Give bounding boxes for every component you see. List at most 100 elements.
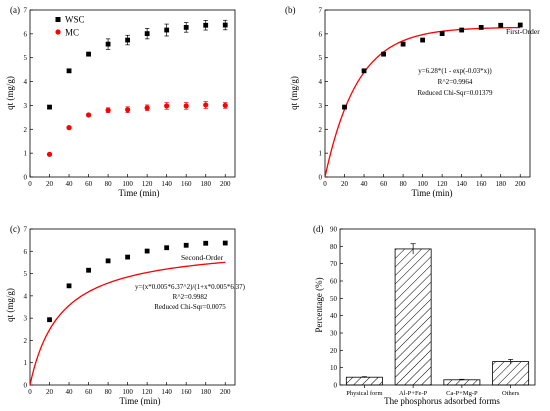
plot-frame [339,228,536,386]
data-point-mc [164,103,170,109]
x-tick-label: 20 [46,180,54,188]
fit-equation: y=(x*0.005*6.37^2)/(1+x*0.005*6.37) [135,283,246,291]
y-tick-label: 2 [319,126,323,134]
x-axis-label: Time (min) [412,188,453,198]
data-point-series0 [342,104,347,110]
x-tick-label: 120 [142,388,153,396]
y-tick-label: 0 [334,382,338,390]
y-tick-label: 1 [319,150,323,158]
y-tick-label: 60 [330,278,338,286]
x-tick-label: Al-P+Fe-P [399,390,428,397]
y-axis-label: qt (mg/g) [5,288,15,322]
plot-frame [29,9,236,178]
x-tick-label: 160 [181,388,192,396]
data-point-wsc [203,22,209,28]
x-tick-label: 120 [142,180,153,188]
chart-panel-d: (d) Percentage (%) The phosphorus adsorb… [313,224,536,406]
x-tick-label: 160 [476,180,487,188]
x-tick-label: Ca-P+Mg-P [446,390,478,397]
data-point-wsc [144,31,150,37]
x-tick-label: 0 [28,180,32,188]
data-point-wsc [164,27,170,33]
data-point-wsc [66,68,72,74]
data-point-series0 [498,22,504,28]
legend-label-mc: MC [65,28,79,38]
x-tick-label: 200 [220,388,231,396]
x-axis-label: The phosphorus adsorbed forms [384,396,500,406]
legend-marker-wsc [55,17,61,22]
y-tick-label: 7 [24,7,28,15]
y-tick-label: 40 [330,312,338,320]
data-point-mc [222,102,228,109]
data-point-series0 [164,245,170,251]
x-tick-label: 200 [515,180,526,188]
plot-frame [324,9,531,178]
data-point-series0 [361,68,367,74]
data-point-series0 [478,25,484,30]
x-axis-label: Time (min) [119,188,160,198]
legend-label-wsc: WSC [65,15,85,25]
y-tick-label: 0 [319,174,323,182]
y-tick-label: 4 [24,78,28,86]
x-tick-label: 60 [380,180,388,188]
data-point-series0 [183,242,189,248]
x-tick-label: 0 [323,180,327,188]
x-tick-label: 60 [85,388,93,396]
data-point-series0 [66,283,72,289]
bar-2 [394,248,432,386]
y-tick-label: 3 [24,102,28,110]
x-tick-label: 200 [220,180,231,188]
x-tick-label: 160 [181,180,192,188]
fit-chi-sqr: Reduced Chi-Sqr=0.01379 [417,89,493,97]
x-tick-label: 80 [105,388,113,396]
y-tick-label: 80 [330,243,338,251]
x-tick-label: 40 [66,388,74,396]
data-point-series0 [86,267,91,273]
y-tick-label: 10 [330,364,338,372]
y-tick-label: 4 [24,292,28,300]
x-tick-label: 140 [456,180,467,188]
data-point-series0 [517,22,523,28]
x-tick-label: 0 [28,388,32,396]
y-tick-label: 2 [24,337,28,345]
fit-curve [324,26,521,178]
fit-curve [29,261,226,386]
panel-label: (a) [10,5,20,15]
y-tick-label: 0 [24,174,28,182]
y-axis-label: Percentage (%) [314,277,324,332]
data-point-mc [183,103,189,109]
legend-marker-mc [55,29,61,35]
x-tick-label: 120 [437,180,448,188]
x-tick-label: 80 [105,180,113,188]
x-tick-label: 140 [161,388,172,396]
y-tick-label: 70 [330,260,338,268]
y-tick-label: 6 [24,248,28,256]
y-tick-label: 5 [24,270,28,278]
data-point-mc [66,125,72,131]
data-point-series0 [47,317,52,323]
panel-label: (c) [10,224,20,234]
y-tick-label: 3 [319,102,323,110]
bar-3 [443,379,481,386]
data-point-mc [203,102,209,108]
fit-equation: y=6.28*(1 - exp(-0.03*x)) [418,67,492,75]
y-tick-label: 1 [24,359,28,367]
panel-label: (b) [285,5,296,15]
y-tick-label: 7 [319,7,323,15]
data-point-series0 [105,258,111,264]
data-point-series0 [420,37,426,43]
data-point-series0 [125,254,131,260]
data-point-wsc [86,51,91,57]
y-tick-label: 7 [24,226,28,234]
y-tick-label: 20 [330,347,338,355]
x-tick-label: 100 [417,180,428,188]
y-tick-label: 30 [330,330,338,338]
data-point-series0 [459,27,465,33]
y-axis-label: qt (mg/g) [289,76,299,110]
fit-label: Second-Order [181,253,224,262]
y-tick-label: 90 [330,226,338,234]
chart-panel-c: (c) qt (mg/g) Time (min) Second-Order y=… [5,224,246,406]
x-tick-label: Others [502,390,520,397]
bar-1 [345,376,383,386]
